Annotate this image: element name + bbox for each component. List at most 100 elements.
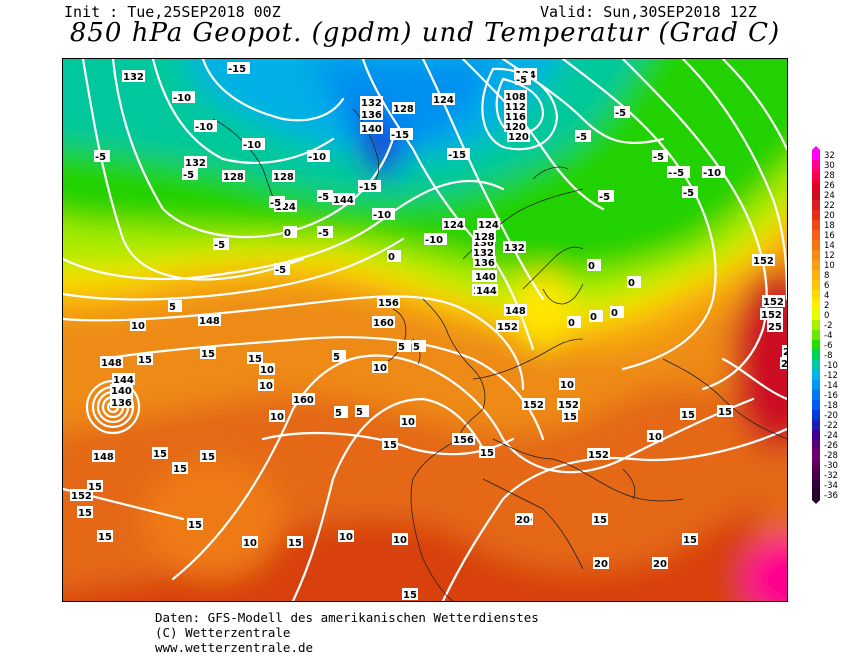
geopotential-label: 124	[432, 93, 455, 106]
colorbar-swatch	[812, 370, 820, 380]
colorbar-swatch	[812, 290, 820, 300]
temperature-label: 0	[587, 259, 601, 272]
geopotential-label: 152	[760, 308, 783, 321]
temperature-label: -5	[317, 190, 333, 203]
temperature-label: 10	[242, 536, 258, 549]
temperature-label: -5	[672, 166, 688, 179]
temperature-label: 15	[287, 536, 303, 549]
temperature-label: 15	[382, 438, 398, 451]
geopotential-label: 124	[477, 218, 500, 231]
coastline	[622, 468, 636, 500]
temperature-label: 10	[400, 415, 416, 428]
temperature-label-bg	[274, 263, 290, 275]
temperature-label-bg	[562, 410, 578, 422]
geopotential-isoline	[201, 59, 345, 122]
temperature-label-bg	[682, 533, 698, 545]
temperature-label-text: -10	[173, 93, 191, 104]
geopotential-label-bg	[432, 93, 455, 105]
geopotential-label-text: 152	[71, 491, 92, 502]
geopotential-isoline	[621, 59, 768, 391]
temperature-label-bg	[402, 588, 418, 600]
colorbar-tick-label: -14	[824, 381, 838, 391]
colorbar-swatch	[812, 250, 820, 260]
temperature-label: 15	[680, 408, 696, 421]
temperature-label-bg	[717, 405, 733, 417]
geopotential-label-text: 120	[505, 122, 526, 133]
temperature-label-bg	[269, 196, 285, 208]
temperature-label-bg	[200, 450, 216, 462]
geopotential-label-text: 120	[508, 132, 529, 143]
geopotential-label: 144	[112, 373, 135, 386]
temperature-label-bg	[317, 226, 333, 238]
temperature-label-text: 0	[388, 252, 395, 263]
geopotential-label: 156	[377, 296, 400, 309]
temperature-label: 15	[152, 447, 168, 460]
temperature-label: -10	[242, 138, 265, 151]
geopotential-label-bg	[507, 130, 530, 142]
temperature-label-text: -5	[615, 108, 626, 119]
geopotential-label-text: 148	[199, 316, 220, 327]
colorbar-tick-label: -28	[824, 451, 838, 461]
temperature-label: 10	[269, 410, 285, 423]
temperature-label-bg	[242, 536, 258, 548]
colorbar-tick-label: -4	[824, 331, 832, 341]
temperature-label-text: 15	[78, 508, 92, 519]
geopotential-label-bg	[473, 230, 496, 242]
temperature-label: 5	[332, 350, 346, 363]
geopotential-label-bg	[477, 218, 500, 230]
temperature-label-bg	[652, 150, 668, 162]
geopotential-isoline	[495, 77, 545, 135]
geopotential-label: 160	[372, 316, 395, 329]
temperature-label-text: -10	[308, 152, 326, 163]
temperature-label-text: -10	[243, 140, 261, 151]
temperature-label-text: 20	[781, 359, 787, 370]
geopotential-label-text: 144	[113, 375, 134, 386]
geopotential-isoline	[461, 59, 605, 211]
temperature-label: -5	[182, 168, 198, 181]
temperature-label-text: 15	[201, 349, 215, 360]
temperature-label-text: -15	[359, 182, 377, 193]
temperature-label-bg	[397, 340, 411, 352]
temperature-label: 15	[562, 410, 578, 423]
temperature-label-text: 0	[588, 261, 595, 272]
temperature-label-text: 15	[188, 520, 202, 531]
temperature-label-text: 15	[173, 464, 187, 475]
temperature-label-text: 10	[393, 535, 407, 546]
temperature-label-bg	[372, 208, 395, 220]
temperature-label-text: 15	[153, 449, 167, 460]
geopotential-label-bg	[475, 284, 498, 296]
colorbar-swatch	[812, 150, 820, 160]
colorbar-swatch	[812, 310, 820, 320]
temperature-label: 20	[782, 345, 787, 358]
temperature-label-bg	[702, 166, 725, 178]
coastline	[492, 438, 684, 502]
temperature-label-text: -5	[95, 152, 106, 163]
colorbar-tick-label: -6	[824, 341, 832, 351]
geopotential-label-bg	[360, 122, 383, 134]
geopotential-isoline	[291, 397, 485, 601]
temperature-label-bg	[610, 306, 624, 318]
temperature-label-text: 15	[288, 538, 302, 549]
temperature-field	[63, 59, 787, 601]
colorbar-tick-label: 16	[824, 231, 835, 241]
temperature-label-bg	[168, 300, 182, 312]
temperature-label: 15	[200, 450, 216, 463]
coastline	[662, 358, 787, 440]
temperature-label-text: 15	[88, 482, 102, 493]
temperature-label-text: 0	[628, 278, 635, 289]
geopotential-label-bg	[496, 320, 519, 332]
colorbar-tick-label: 2	[824, 301, 829, 311]
temperature-label: 20	[515, 513, 531, 526]
temperature-label-text: -5	[599, 192, 610, 203]
temperature-label-text: 0	[284, 228, 291, 239]
temperature-label-bg	[479, 446, 495, 458]
temperature-label-bg	[782, 345, 787, 357]
temperature-label: 15	[592, 513, 608, 526]
temperature-label-bg	[213, 238, 229, 250]
temperature-label-bg	[614, 106, 630, 118]
temperature-label-text: 10	[243, 538, 257, 549]
geopotential-label-bg	[752, 254, 775, 266]
colorbar-swatch	[812, 460, 820, 470]
geopotential-label-bg	[198, 314, 221, 326]
colorbar-swatch	[812, 380, 820, 390]
